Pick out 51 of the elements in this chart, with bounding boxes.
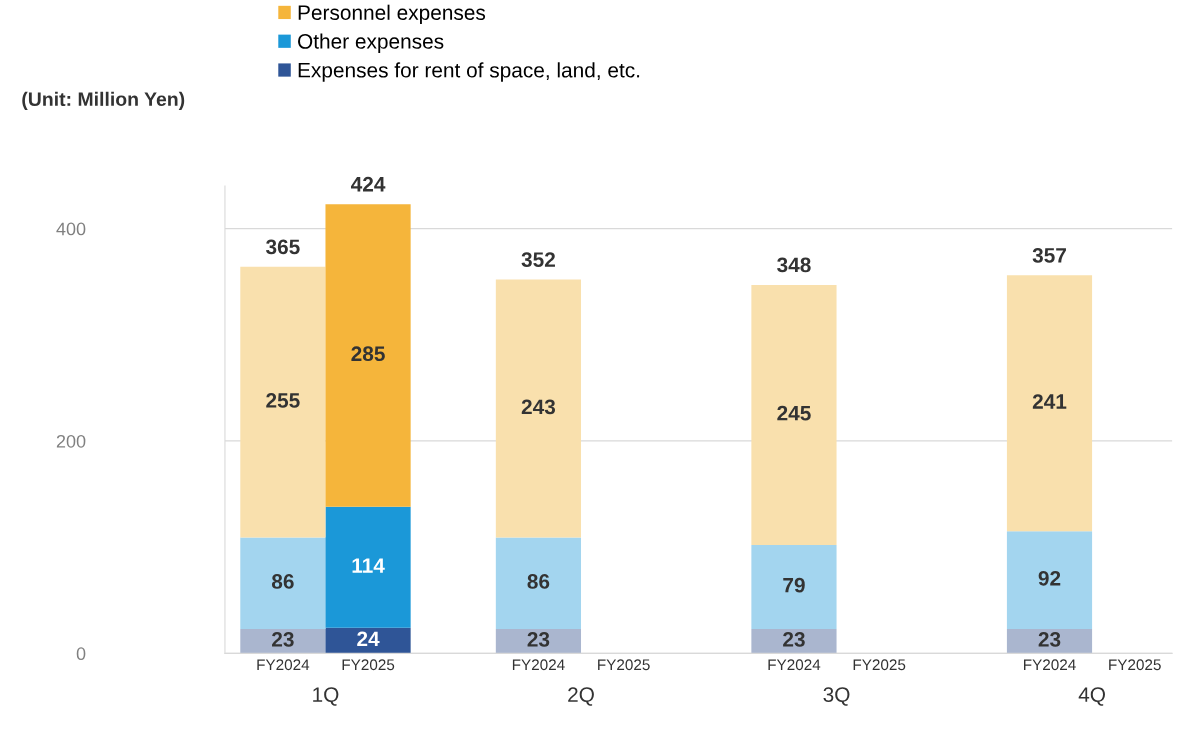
bar [240,266,326,538]
bar [1006,275,1093,532]
x-tick-label: FY2024 [257,659,310,671]
x-tick-label: FY2024 [512,659,565,671]
x-tick-label: FY2025 [1109,659,1161,671]
total-label: 357 [1032,247,1066,263]
bar [1006,628,1093,654]
text: 3Q [823,687,850,706]
data-label: 92 [1038,570,1061,586]
total-label: 348 [777,257,811,273]
bar [240,537,326,629]
data-label: 245 [777,405,811,421]
bar [495,279,582,538]
total-label: 424 [351,176,386,192]
legend-label: Expenses for rent of space, land, etc. [298,62,640,82]
bar [495,537,582,629]
data-label: 23 [783,631,805,647]
bar [495,628,582,654]
text: 2Q [568,687,594,706]
total-label: 352 [521,252,555,268]
x-tick-label: FY2025 [342,659,395,671]
x-tick-label: FY2024 [1024,659,1076,671]
text: 4Q [1078,687,1105,706]
data-label: 23 [1038,631,1061,647]
legend-label: Personnel expenses [298,4,486,25]
y-tick-label: 200 [56,434,86,448]
bar [240,628,326,654]
total-label: 365 [265,239,300,255]
data-label: 79 [783,577,805,593]
data-label: 86 [527,574,550,589]
x-tick-label: FY2025 [853,659,906,671]
y-axis-title: (Unit: Million Yen) [22,91,185,110]
data-label: 114 [352,558,385,573]
x-tick-label: FY2025 [598,659,650,671]
data-label: 255 [266,393,300,408]
bar [751,545,837,629]
text: 1Q [313,687,339,706]
data-label: 24 [357,631,380,646]
data-label: 23 [527,631,550,647]
bar [1006,531,1093,629]
x-tick-label: FY2024 [768,659,821,671]
bar [751,284,837,546]
data-label: 241 [1032,394,1067,409]
bar [751,628,837,654]
data-label: 243 [521,399,556,415]
legend-label: Other expenses [298,33,444,53]
data-label: 86 [271,574,294,589]
y-tick-label: 400 [56,222,86,236]
y-tick-label: 0 [76,647,86,661]
data-label: 23 [272,631,294,647]
data-label: 285 [351,346,385,362]
